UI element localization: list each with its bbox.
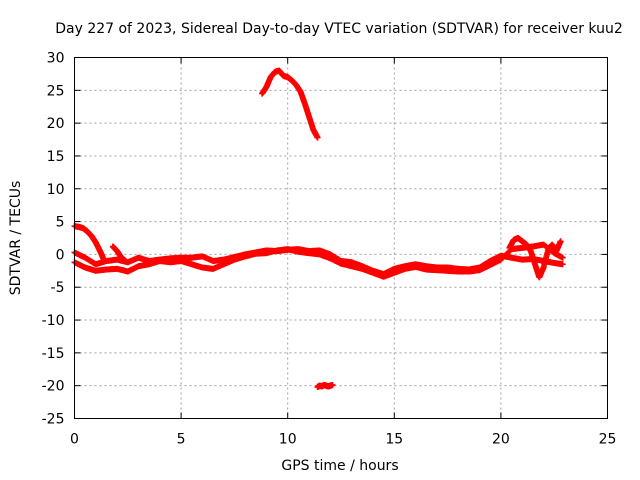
chart-title: Day 227 of 2023, Sidereal Day-to-day VTE… xyxy=(55,21,623,37)
series-early-tail xyxy=(71,223,108,264)
y-tick-label: 20 xyxy=(47,116,65,132)
x-tick-label: 0 xyxy=(70,432,79,448)
data-point xyxy=(559,254,566,261)
y-tick-label: 30 xyxy=(47,51,65,67)
series-late-spikes xyxy=(506,235,564,281)
gridlines xyxy=(74,57,608,419)
data-point xyxy=(314,134,321,141)
data-points xyxy=(71,67,566,390)
y-tick-labels: 30 25 20 15 10 5 0 -5 -10 -15 -20 -25 xyxy=(42,51,65,428)
plot-frame xyxy=(74,57,608,419)
y-tick-label: 5 xyxy=(56,215,65,231)
y-tick-label: -5 xyxy=(51,280,65,296)
y-tick-label: 15 xyxy=(47,149,65,165)
y-tick-label: 25 xyxy=(47,83,65,99)
y-tick-label: -20 xyxy=(42,379,65,395)
data-point xyxy=(557,238,564,245)
x-axis-label: GPS time / hours xyxy=(281,458,398,474)
series-upper-arc xyxy=(259,67,321,141)
y-tick-label: -10 xyxy=(42,313,65,329)
y-tick-label: -25 xyxy=(42,412,65,428)
x-tick-label: 25 xyxy=(599,432,617,448)
x-tick-label: 10 xyxy=(279,432,297,448)
y-axis-label: SDTVAR / TECUs xyxy=(8,181,24,296)
x-tick-labels: 0 5 10 15 20 25 xyxy=(70,432,616,448)
data-point xyxy=(329,382,336,389)
data-point xyxy=(101,257,108,264)
x-tick-label: 20 xyxy=(492,432,510,448)
series-lower-cluster xyxy=(314,382,336,390)
axis-ticks xyxy=(74,57,608,419)
data-point xyxy=(559,261,566,268)
y-tick-label: 10 xyxy=(47,182,65,198)
y-tick-label: 0 xyxy=(56,247,65,263)
y-tick-label: -15 xyxy=(42,346,65,362)
x-tick-label: 15 xyxy=(385,432,403,448)
x-tick-label: 5 xyxy=(177,432,186,448)
data-point xyxy=(122,257,129,264)
series-morning-spikes xyxy=(109,243,129,264)
